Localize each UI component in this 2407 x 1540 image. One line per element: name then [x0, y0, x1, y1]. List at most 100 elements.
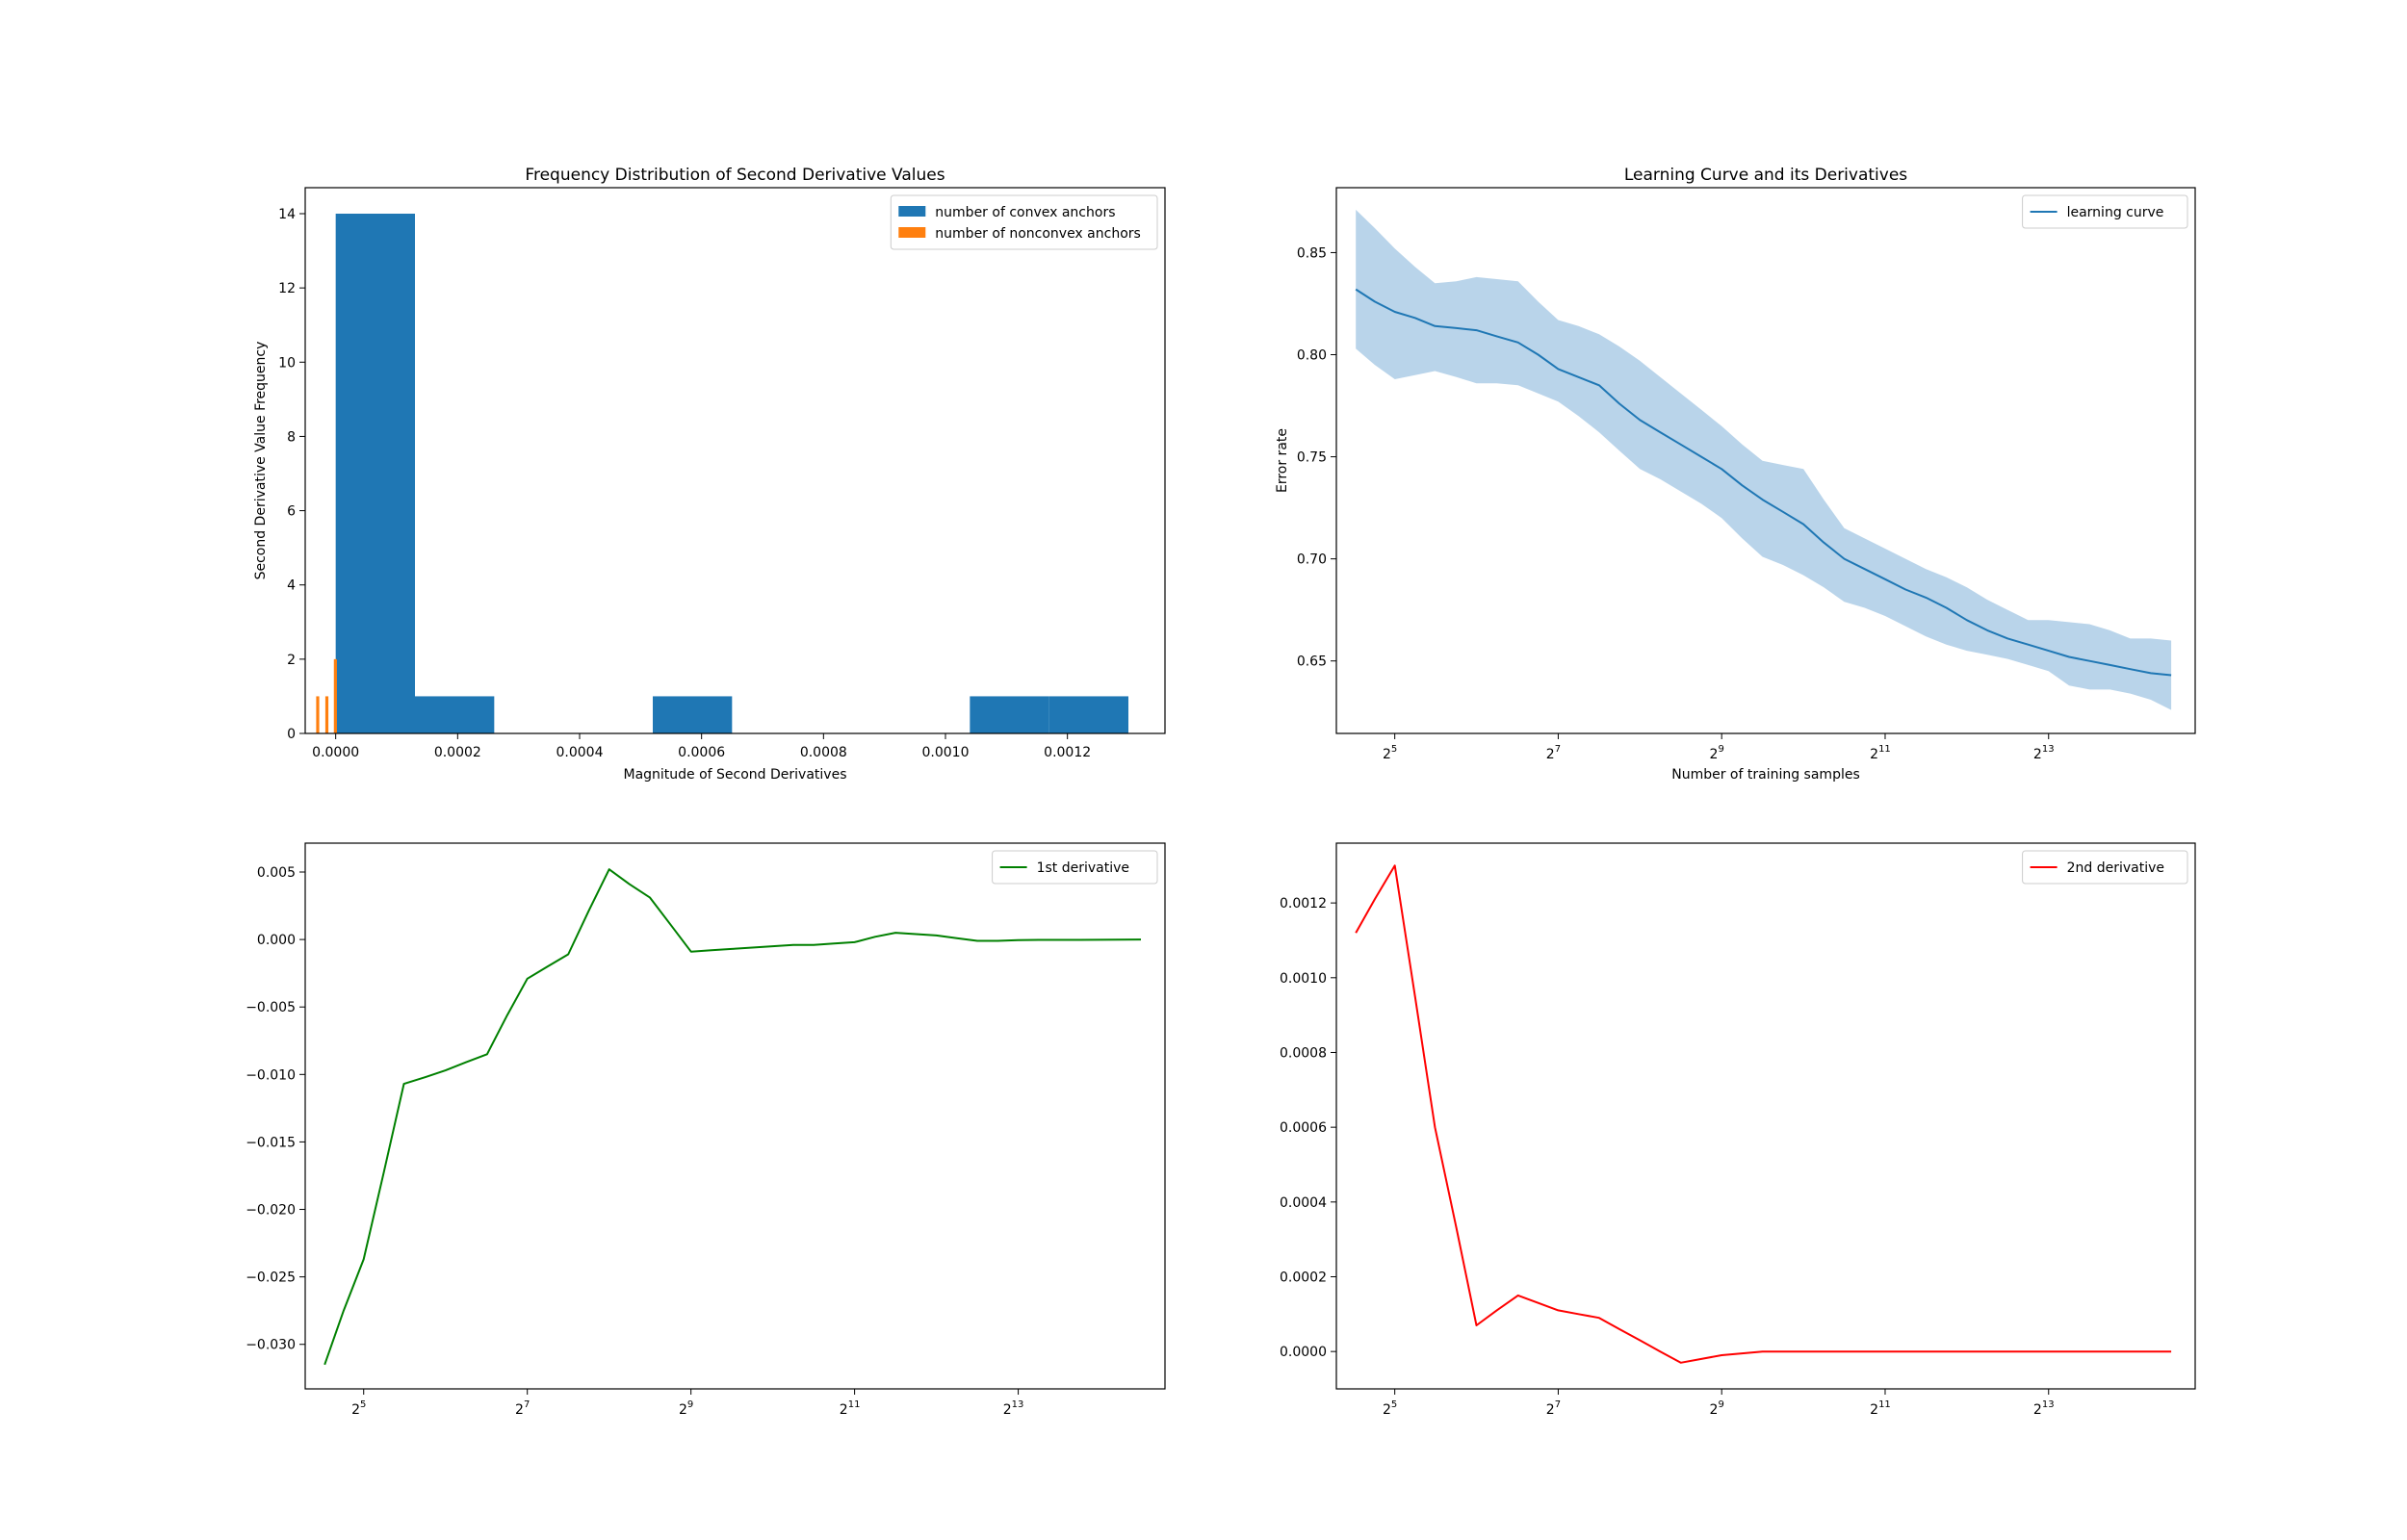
legend-box [2022, 194, 2188, 229]
y-tick-label: 0.0002 [1280, 1270, 1327, 1285]
legend-box [890, 194, 1158, 250]
y-tick-label: 14 [278, 207, 296, 222]
histogram-bar-nonconvex [333, 658, 337, 733]
x-tick-base: 2 [2033, 1402, 2042, 1418]
x-tick-label: 0.0008 [800, 745, 847, 760]
x-tick-exponent: 13 [2042, 1399, 2055, 1410]
x-tick-base: 2 [1710, 747, 1719, 762]
x-tick-exponent: 9 [1718, 744, 1723, 755]
legend-entry: learning curve [2067, 205, 2164, 220]
y-tick-label: −0.025 [246, 1270, 296, 1286]
histogram-bar-convex [335, 214, 415, 733]
y-tick-label: 0.80 [1297, 348, 1327, 364]
y-tick-label: 2 [287, 653, 296, 668]
y-tick-label: −0.030 [246, 1338, 296, 1353]
y-tick-label: 12 [278, 281, 296, 296]
x-tick-exponent: 5 [1391, 1399, 1397, 1410]
x-tick-exponent: 5 [360, 1399, 366, 1410]
x-axis-label: Magnitude of Second Derivatives [623, 767, 846, 783]
legend-box [992, 850, 1158, 885]
x-tick-label: 25 [1383, 744, 1397, 762]
x-tick-base: 2 [1870, 1402, 1878, 1418]
x-tick-exponent: 7 [524, 1399, 530, 1410]
x-tick-base: 2 [1383, 747, 1391, 762]
y-tick-label: 0.000 [257, 933, 296, 948]
legend-swatch [898, 206, 926, 217]
y-tick-label: 0.0008 [1280, 1045, 1327, 1061]
series-line [324, 868, 1142, 1366]
y-tick-label: 8 [287, 429, 296, 445]
x-tick-exponent: 7 [1555, 744, 1561, 755]
x-tick-label: 213 [2033, 744, 2055, 762]
x-tick-base: 2 [1710, 1402, 1719, 1418]
x-tick-label: 29 [1710, 744, 1724, 762]
x-tick-base: 2 [1546, 1402, 1555, 1418]
y-tick-label: 6 [287, 504, 296, 520]
plot-frame [1335, 842, 2196, 1390]
y-tick-label: 0.0004 [1280, 1195, 1327, 1211]
x-tick-label: 213 [2033, 1399, 2055, 1418]
plot-frame [1335, 187, 2196, 734]
histogram-panel: 0.0000 0.0002 0.0004 0.0006 0.0008 0.0010 0.00… [253, 166, 1166, 783]
x-tick-base: 2 [2033, 747, 2042, 762]
x-tick-label: 0.0012 [1044, 745, 1091, 760]
x-tick-exponent: 7 [1555, 1399, 1561, 1410]
x-tick-base: 2 [515, 1402, 524, 1418]
x-tick-label: 0.0000 [312, 745, 359, 760]
legend-entry: 1st derivative [1037, 860, 1129, 876]
y-axis-label: Error rate [1275, 428, 1290, 493]
y-tick-label: −0.020 [246, 1203, 296, 1219]
legend-entry: 2nd derivative [2067, 860, 2164, 876]
x-tick-label: 213 [1003, 1399, 1024, 1418]
first-derivative-panel: 25 27 29 211 213−0.030−0.025−0.020−0.015−0.0… [246, 842, 1166, 1418]
y-tick-label: 0.75 [1297, 450, 1327, 466]
x-tick-label: 211 [1870, 744, 1891, 762]
y-tick-label: 0.0000 [1280, 1345, 1327, 1360]
plot-frame [304, 187, 1166, 734]
histogram-bar-convex [653, 696, 733, 733]
x-tick-exponent: 11 [1878, 1399, 1891, 1410]
x-tick-exponent: 5 [1391, 744, 1397, 755]
legend-box [2022, 850, 2188, 885]
y-tick-label: 0.005 [257, 865, 296, 881]
x-tick-label: 27 [515, 1399, 530, 1418]
x-tick-base: 2 [351, 1402, 360, 1418]
confidence-band [1356, 209, 2172, 710]
chart-title: Frequency Distribution of Second Derivat… [525, 166, 945, 185]
y-tick-label: 0.65 [1297, 654, 1327, 670]
y-tick-label: 0.0010 [1280, 971, 1327, 987]
series-line [1355, 288, 2172, 677]
x-tick-label: 211 [840, 1399, 861, 1418]
x-tick-label: 0.0002 [434, 745, 481, 760]
legend-entry: number of convex anchors [935, 205, 1115, 220]
histogram-bar-convex [1048, 696, 1128, 733]
x-tick-exponent: 9 [1718, 1399, 1723, 1410]
y-tick-label: 0 [287, 727, 296, 742]
y-axis-label: Second Derivative Value Frequency [253, 342, 269, 580]
y-tick-label: 10 [278, 355, 296, 371]
x-tick-label: 25 [1383, 1399, 1397, 1418]
y-tick-label: −0.005 [246, 1000, 296, 1015]
x-tick-base: 2 [1546, 747, 1555, 762]
x-tick-label: 211 [1870, 1399, 1891, 1418]
x-tick-exponent: 13 [1012, 1399, 1024, 1410]
chart-title: Learning Curve and its Derivatives [1624, 166, 1907, 185]
x-tick-base: 2 [679, 1402, 687, 1418]
y-tick-label: −0.015 [246, 1135, 296, 1150]
x-tick-label: 0.0010 [922, 745, 970, 760]
plot-frame [304, 842, 1166, 1390]
histogram-bar-nonconvex [324, 696, 329, 733]
y-tick-label: 0.0012 [1280, 896, 1327, 911]
y-tick-label: 4 [287, 578, 296, 594]
series-line [1355, 864, 2172, 1364]
learning-curve-panel: 25 27 29 211 2130.650.700.750.800.85Learning… [1275, 166, 2196, 783]
x-tick-base: 2 [1870, 747, 1878, 762]
x-tick-base: 2 [840, 1402, 848, 1418]
x-tick-label: 0.0006 [678, 745, 725, 760]
x-tick-base: 2 [1383, 1402, 1391, 1418]
y-tick-label: −0.010 [246, 1067, 296, 1083]
histogram-bar-convex [970, 696, 1049, 733]
y-tick-label: 0.85 [1297, 245, 1327, 261]
second-derivative-panel: 25 27 29 211 2130.00000.00020.00040.00060.00… [1280, 842, 2196, 1418]
x-tick-label: 29 [679, 1399, 693, 1418]
